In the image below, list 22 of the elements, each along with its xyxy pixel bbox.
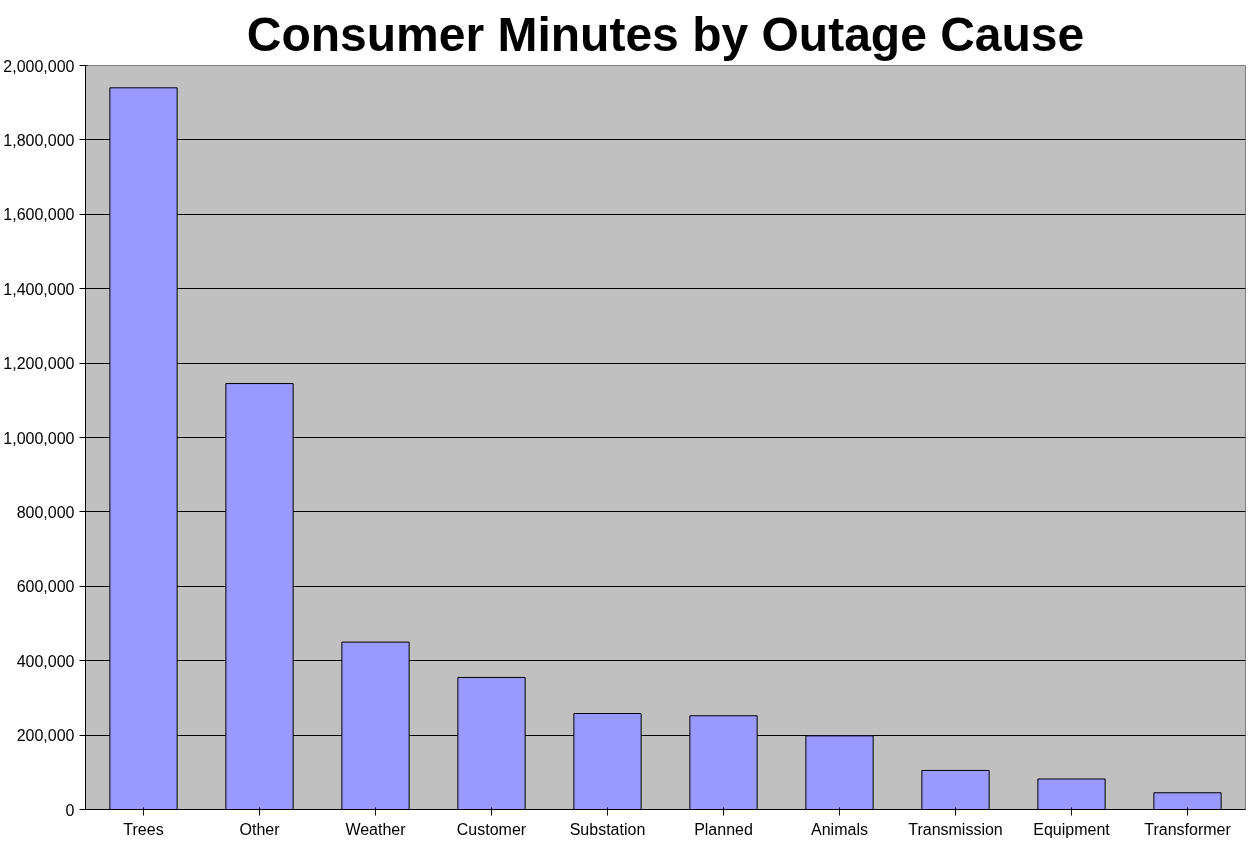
y-tick-label: 1,200,000 xyxy=(3,355,75,373)
y-tick-label: 1,800,000 xyxy=(3,131,75,149)
y-tick-label: 200,000 xyxy=(16,727,75,745)
x-tick-label: Transformer xyxy=(1144,820,1232,838)
x-tick-label: Customer xyxy=(456,820,527,838)
x-tick-label: Transmission xyxy=(908,820,1003,838)
x-tick-label: Substation xyxy=(569,820,646,838)
y-tick-label: 400,000 xyxy=(16,652,75,670)
y-tick-label: 2,000,000 xyxy=(3,57,75,75)
y-tick-label: 600,000 xyxy=(16,578,75,596)
y-tick-label: 800,000 xyxy=(16,503,75,521)
y-tick-label: 1,000,000 xyxy=(3,429,75,447)
x-tick-label: Other xyxy=(239,820,281,838)
x-tick-label: Planned xyxy=(694,820,753,838)
x-tick-label: Weather xyxy=(345,820,407,838)
chart-title: Consumer Minutes by Outage Cause xyxy=(246,7,1085,61)
x-tick-label: Trees xyxy=(123,820,164,838)
y-tick-label: 0 xyxy=(65,801,75,819)
x-tick-label: Animals xyxy=(811,820,868,838)
y-tick-label: 1,600,000 xyxy=(3,206,75,224)
x-tick-label: Equipment xyxy=(1033,820,1111,838)
y-tick-label: 1,400,000 xyxy=(3,280,75,298)
